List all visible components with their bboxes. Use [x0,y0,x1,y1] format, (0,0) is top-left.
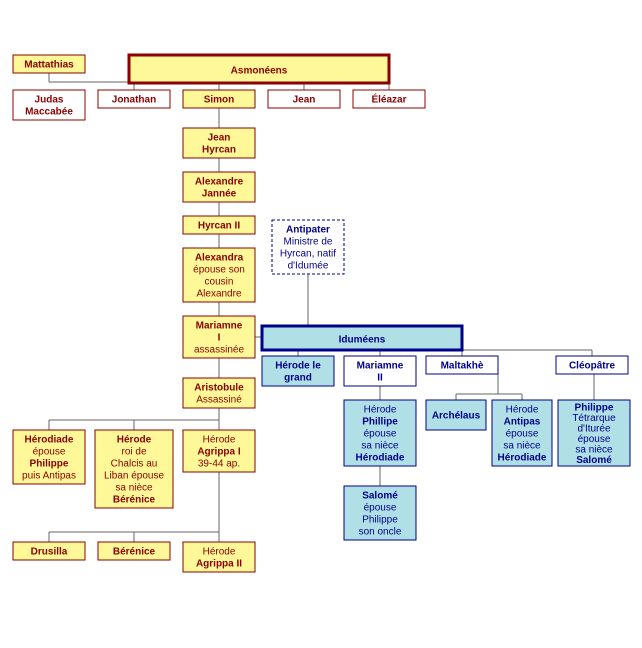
node-mar-line0: Mariamne [196,321,243,332]
node-sal-line2: Philippe [362,515,398,526]
node-han-line0: Hérode [506,405,539,416]
idumeens-label: Iduméens [339,335,386,346]
node-han-line1: Antipas [504,417,541,428]
node-aja-line0: Alexandre [195,177,244,188]
node-hch-line3: Liban épouse [104,471,164,482]
node-alx-line0: Alexandra [195,253,244,264]
node-ant-line2: Hyrcan, natif [280,249,336,260]
node-phi-line4: sa nièce [575,444,613,455]
node-phi-line5: Salomé [576,455,612,466]
node-hph-line2: épouse [364,429,397,440]
node-ele-line0: Éléazar [371,93,406,106]
node-ari-line0: Aristobule [194,383,244,394]
node-mat-line0: Mattathias [24,60,74,71]
node-hgr-line1: grand [284,373,312,384]
node-hph-line1: Phillipe [362,417,398,428]
node-mar-line2: assassinée [194,345,244,356]
node-sal-line1: épouse [364,503,397,514]
node-dru-line0: Drusilla [31,547,68,558]
node-ag1-line1: Agrippa I [197,447,241,458]
node-alx-line1: épouse son [193,265,245,276]
node-hph-line3: sa nièce [361,441,399,452]
node-cle-line0: Cléopâtre [569,361,616,372]
node-phi-line1: Tétrarque [572,413,616,424]
node-ant-line0: Antipater [286,225,330,236]
node-hch-line5: Bérénice [113,495,156,506]
node-her-line1: épouse [33,447,66,458]
node-phi-line0: Philippe [575,402,614,413]
node-jud-line1: Maccabée [25,107,73,118]
node-han-line2: épouse [506,429,539,440]
node-phi-line2: d'Iturée [577,423,610,434]
node-arc-line0: Archélaus [432,411,481,422]
node-ma2-line1: II [377,373,383,384]
node-hch-line0: Hérode [117,435,152,446]
node-phi-line3: épouse [578,434,611,445]
node-ag1-line2: 39-44 ap. [198,459,240,470]
node-han-line3: sa nièce [503,441,541,452]
node-hch-line1: roi de [121,447,146,458]
family-tree: Asmonéens Iduméens Mattathias JudasMaccabée… [0,0,642,648]
node-ant-line3: d'Idumée [288,261,329,272]
node-jea-line0: Jean [293,95,316,106]
node-hph-line0: Hérode [364,405,397,416]
node-mar-line1: I [218,333,221,344]
node-hph-line4: Hérodiade [356,453,405,464]
node-ant-line1: Ministre de [284,237,333,248]
node-ag1-line0: Hérode [203,435,236,446]
node-her-line2: Philippe [30,459,69,470]
node-her-line3: puis Antipas [22,471,76,482]
node-alx-line3: Alexandre [196,289,241,300]
node-hch-line4: sa nièce [115,483,153,494]
node-sal-line3: son oncle [359,527,402,538]
node-hgr-line0: Hérode le [275,361,321,372]
node-jon-line0: Jonathan [112,95,156,106]
node-jhy-line1: Hyrcan [202,145,236,156]
node-han-line4: Hérodiade [498,453,547,464]
node-her-line0: Hérodiade [25,435,74,446]
node-hch-line2: Chalcis au [111,459,158,470]
asmoneens-label: Asmonéens [231,66,288,77]
node-sal-line0: Salomé [362,491,398,502]
node-jud-line0: Judas [35,95,64,106]
node-ag2-line0: Hérode [203,547,236,558]
node-alx-line2: cousin [205,277,234,288]
node-aja-line1: Jannée [202,189,237,200]
node-mal-line0: Maltakhè [441,361,484,372]
node-ag2-line1: Agrippa II [196,559,242,570]
node-ber-line0: Bérénice [113,547,156,558]
node-sim-line0: Simon [204,95,235,106]
node-hy2-line0: Hyrcan II [198,221,240,232]
node-jhy-line0: Jean [208,133,231,144]
node-ari-line1: Assassiné [196,395,242,406]
node-ma2-line0: Mariamne [357,361,404,372]
